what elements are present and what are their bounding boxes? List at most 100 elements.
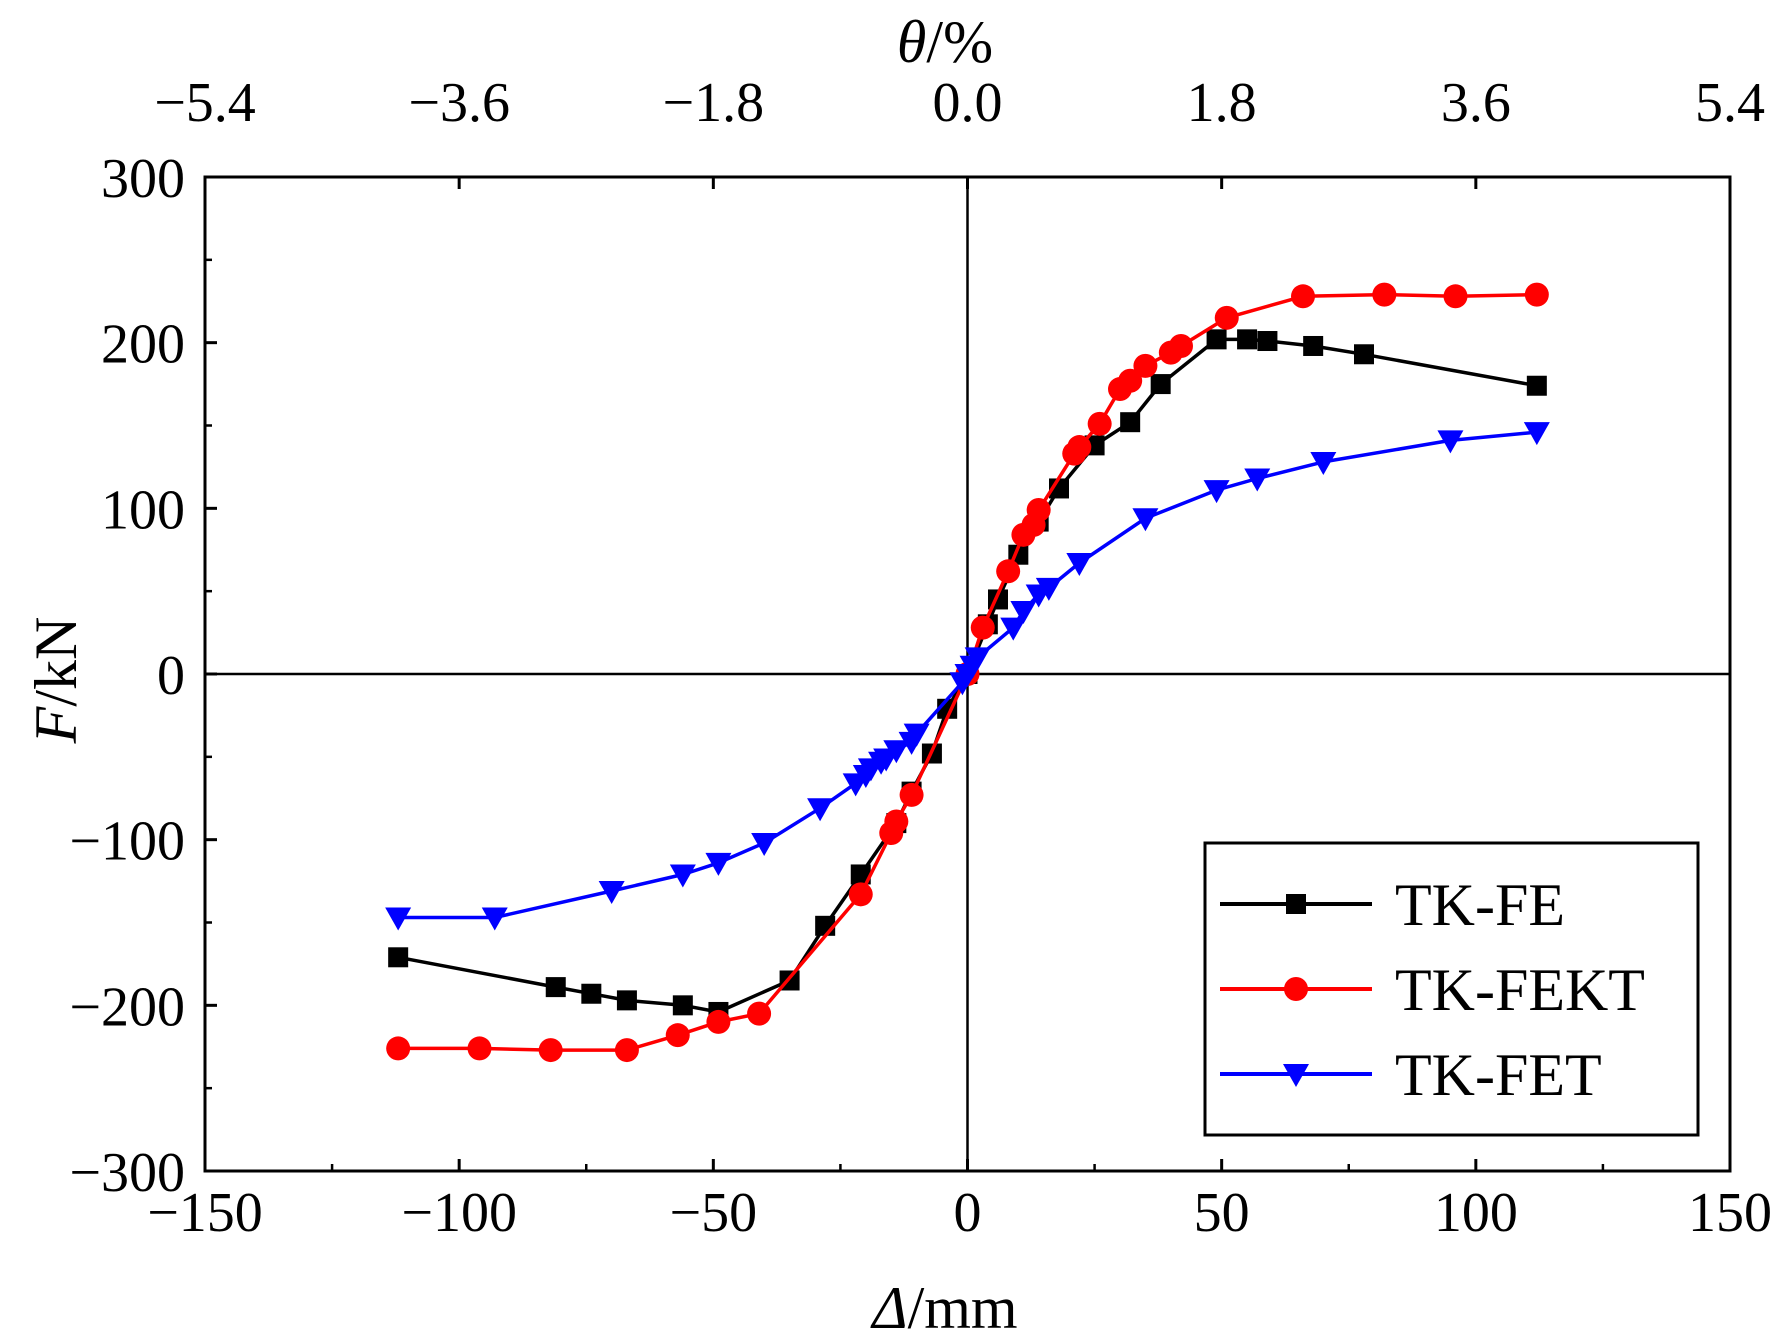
- left-axis: −300 −200 −100 0 100 200 300: [69, 148, 217, 1204]
- data-point-tk-fekt: [1443, 284, 1468, 309]
- y-tick-label: 300: [101, 148, 185, 210]
- data-point-tk-fe: [1237, 329, 1258, 350]
- data-point-tk-fet: [1437, 430, 1464, 454]
- y-tick-label: −300: [69, 1142, 185, 1204]
- data-point-tk-fekt: [884, 809, 909, 834]
- top-axis: −5.4 −3.6 −1.8 0.0 1.8 3.6 5.4: [154, 72, 1765, 189]
- data-point-tk-fet: [669, 864, 696, 888]
- data-point-tk-fet: [1132, 508, 1159, 532]
- data-point-tk-fekt: [899, 782, 924, 807]
- data-point-tk-fet: [1523, 422, 1550, 446]
- data-point-tk-fe: [1120, 412, 1141, 433]
- top-tick-label: 3.6: [1441, 72, 1511, 134]
- y-tick-label: 100: [101, 479, 185, 541]
- x-axis-title-unit: /mm: [908, 1275, 1018, 1341]
- data-point-tk-fe: [616, 990, 637, 1011]
- series-layer: [385, 282, 1550, 1063]
- data-point-tk-fekt: [1133, 353, 1158, 378]
- x-tick-label: 0: [954, 1182, 982, 1244]
- data-point-tk-fekt: [1169, 333, 1193, 358]
- x-tick-label: −100: [401, 1182, 517, 1244]
- bottom-axis: −150 −100 −50 0 50 100 150: [147, 1159, 1772, 1244]
- data-point-tk-fekt: [1214, 305, 1239, 330]
- data-point-tk-fet: [751, 832, 778, 856]
- y-tick-label: −100: [69, 811, 185, 873]
- data-point-tk-fet: [1000, 617, 1027, 641]
- legend-marker-tk-fe: [1286, 894, 1306, 914]
- top-axis-title-unit: /%: [926, 9, 993, 75]
- legend-label-tk-fet: TK-FET: [1395, 1042, 1602, 1108]
- data-point-tk-fekt: [996, 559, 1021, 584]
- legend-label-tk-fekt: TK-FEKT: [1395, 957, 1645, 1023]
- y-tick-label: 0: [157, 645, 185, 707]
- data-point-tk-fekt: [1026, 497, 1051, 522]
- data-point-tk-fe: [672, 995, 693, 1016]
- top-axis-title: θ/%: [897, 9, 993, 75]
- data-point-tk-fe: [1150, 374, 1171, 395]
- data-point-tk-fet: [903, 723, 930, 747]
- data-point-tk-fet: [598, 881, 625, 905]
- data-point-tk-fe: [1303, 335, 1324, 356]
- y-tick-label: 200: [101, 314, 185, 376]
- top-tick-label: 0.0: [933, 72, 1003, 134]
- data-point-tk-fe: [1526, 375, 1547, 396]
- series-line-tk-fet: [398, 430, 1537, 920]
- data-point-tk-fekt: [386, 1036, 411, 1061]
- data-point-tk-fe: [1354, 344, 1374, 365]
- data-point-tk-fet: [1035, 577, 1062, 601]
- data-point-tk-fet: [1310, 451, 1337, 475]
- series-tk-fekt: [386, 282, 1549, 1063]
- data-point-tk-fet: [1010, 601, 1037, 625]
- data-point-tk-fet: [1244, 468, 1271, 492]
- top-tick-label: −5.4: [154, 72, 256, 134]
- data-point-tk-fe: [850, 864, 871, 885]
- top-tick-label: −3.6: [408, 72, 510, 134]
- data-point-tk-fekt: [1067, 435, 1092, 460]
- y-axis-title-symbol: F: [23, 705, 89, 744]
- data-point-tk-fet: [705, 852, 732, 876]
- x-tick-label: 50: [1194, 1182, 1250, 1244]
- data-point-tk-fekt: [538, 1038, 563, 1063]
- data-point-tk-fekt: [665, 1023, 690, 1048]
- top-axis-title-symbol: θ: [897, 9, 926, 75]
- data-point-tk-fet: [385, 907, 412, 931]
- series-tk-fet: [385, 422, 1550, 931]
- data-point-tk-fet: [964, 647, 991, 671]
- data-point-tk-fe: [1257, 331, 1278, 352]
- data-point-tk-fekt: [970, 615, 995, 640]
- data-point-tk-fet: [1203, 480, 1230, 504]
- data-point-tk-fet: [807, 798, 834, 822]
- data-point-tk-fekt: [1118, 368, 1143, 393]
- y-axis-title: F/kN: [23, 617, 89, 745]
- x-tick-label: −150: [147, 1182, 263, 1244]
- data-point-tk-fekt: [1524, 282, 1549, 307]
- data-point-tk-fekt: [747, 1001, 772, 1026]
- x-tick-label: 100: [1434, 1182, 1518, 1244]
- data-point-tk-fet: [481, 907, 508, 931]
- data-point-tk-fekt: [1372, 282, 1397, 307]
- legend-label-tk-fe: TK-FE: [1395, 872, 1565, 938]
- data-point-tk-fekt: [614, 1038, 639, 1063]
- x-axis-title: Δ/mm: [870, 1275, 1017, 1341]
- x-tick-label: 150: [1688, 1182, 1772, 1244]
- data-point-tk-fe: [545, 977, 566, 998]
- data-point-tk-fekt: [706, 1009, 731, 1034]
- data-point-tk-fe: [1206, 329, 1227, 350]
- data-point-tk-fe: [388, 947, 409, 968]
- data-point-tk-fekt: [467, 1036, 492, 1061]
- y-axis-title-unit: /kN: [23, 617, 89, 707]
- top-tick-label: 5.4: [1695, 72, 1765, 134]
- data-point-tk-fekt: [1087, 411, 1112, 436]
- x-axis-title-symbol: Δ: [870, 1275, 907, 1341]
- data-point-tk-fekt: [848, 882, 873, 907]
- legend-marker-tk-fet: [1283, 1064, 1309, 1087]
- legend-marker-tk-fekt: [1284, 977, 1308, 1001]
- legend: TK-FE TK-FEKT TK-FET: [1203, 841, 1700, 1137]
- data-point-tk-fet: [1066, 553, 1093, 577]
- y-tick-label: −200: [69, 976, 185, 1038]
- top-tick-label: −1.8: [663, 72, 765, 134]
- data-point-tk-fet: [883, 740, 910, 764]
- data-point-tk-fe: [581, 983, 602, 1004]
- top-tick-label: 1.8: [1187, 72, 1257, 134]
